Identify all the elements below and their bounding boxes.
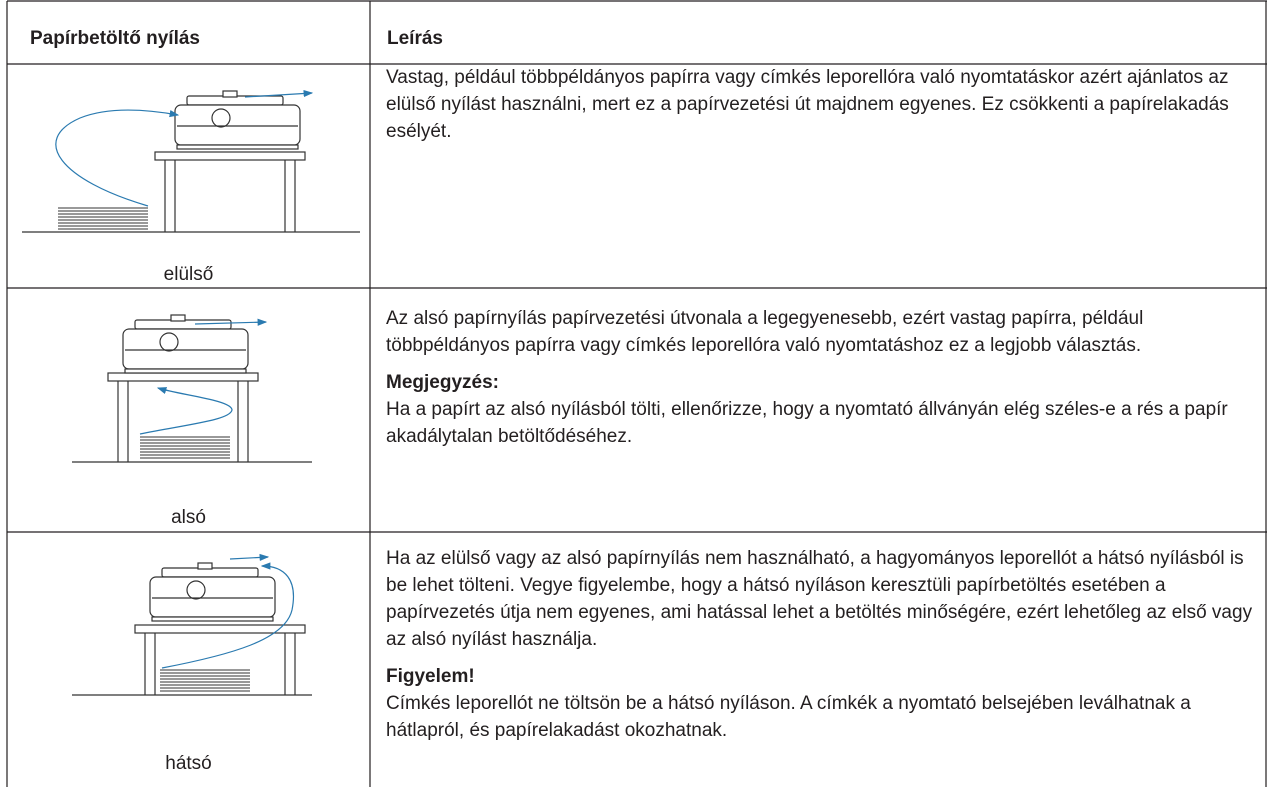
illustration-rear [72,553,312,696]
slot-label: hátsó [165,753,212,774]
description: Az alsó papírnyílás papírvezetési útvona… [386,305,1254,450]
paragraph: Ha az elülső vagy az alsó papírnyílás ne… [386,548,1253,650]
description: Vastag, például többpéldányos papírra va… [386,64,1254,145]
paragraph: Az alsó papírnyílás papírvezetési útvona… [386,308,1144,356]
note-text: Ha a papírt az alsó nyílásból tölti, ell… [386,399,1228,447]
description: Ha az elülső vagy az alsó papírnyílás ne… [386,545,1254,744]
header-cell: Papírbetöltő nyílás [30,28,200,49]
note-text: Címkés leporellót ne töltsön be a hátsó … [386,693,1191,741]
slot-label: alsó [171,507,206,528]
note-title: Megjegyzés: [386,372,499,393]
note-title: Figyelem! [386,666,475,687]
slot-label: elülső [163,264,214,285]
header-cell: Leírás [387,28,443,49]
illustration-bottom [72,314,312,463]
paragraph: Vastag, például többpéldányos papírra va… [386,67,1229,142]
illustration-front [22,89,360,233]
